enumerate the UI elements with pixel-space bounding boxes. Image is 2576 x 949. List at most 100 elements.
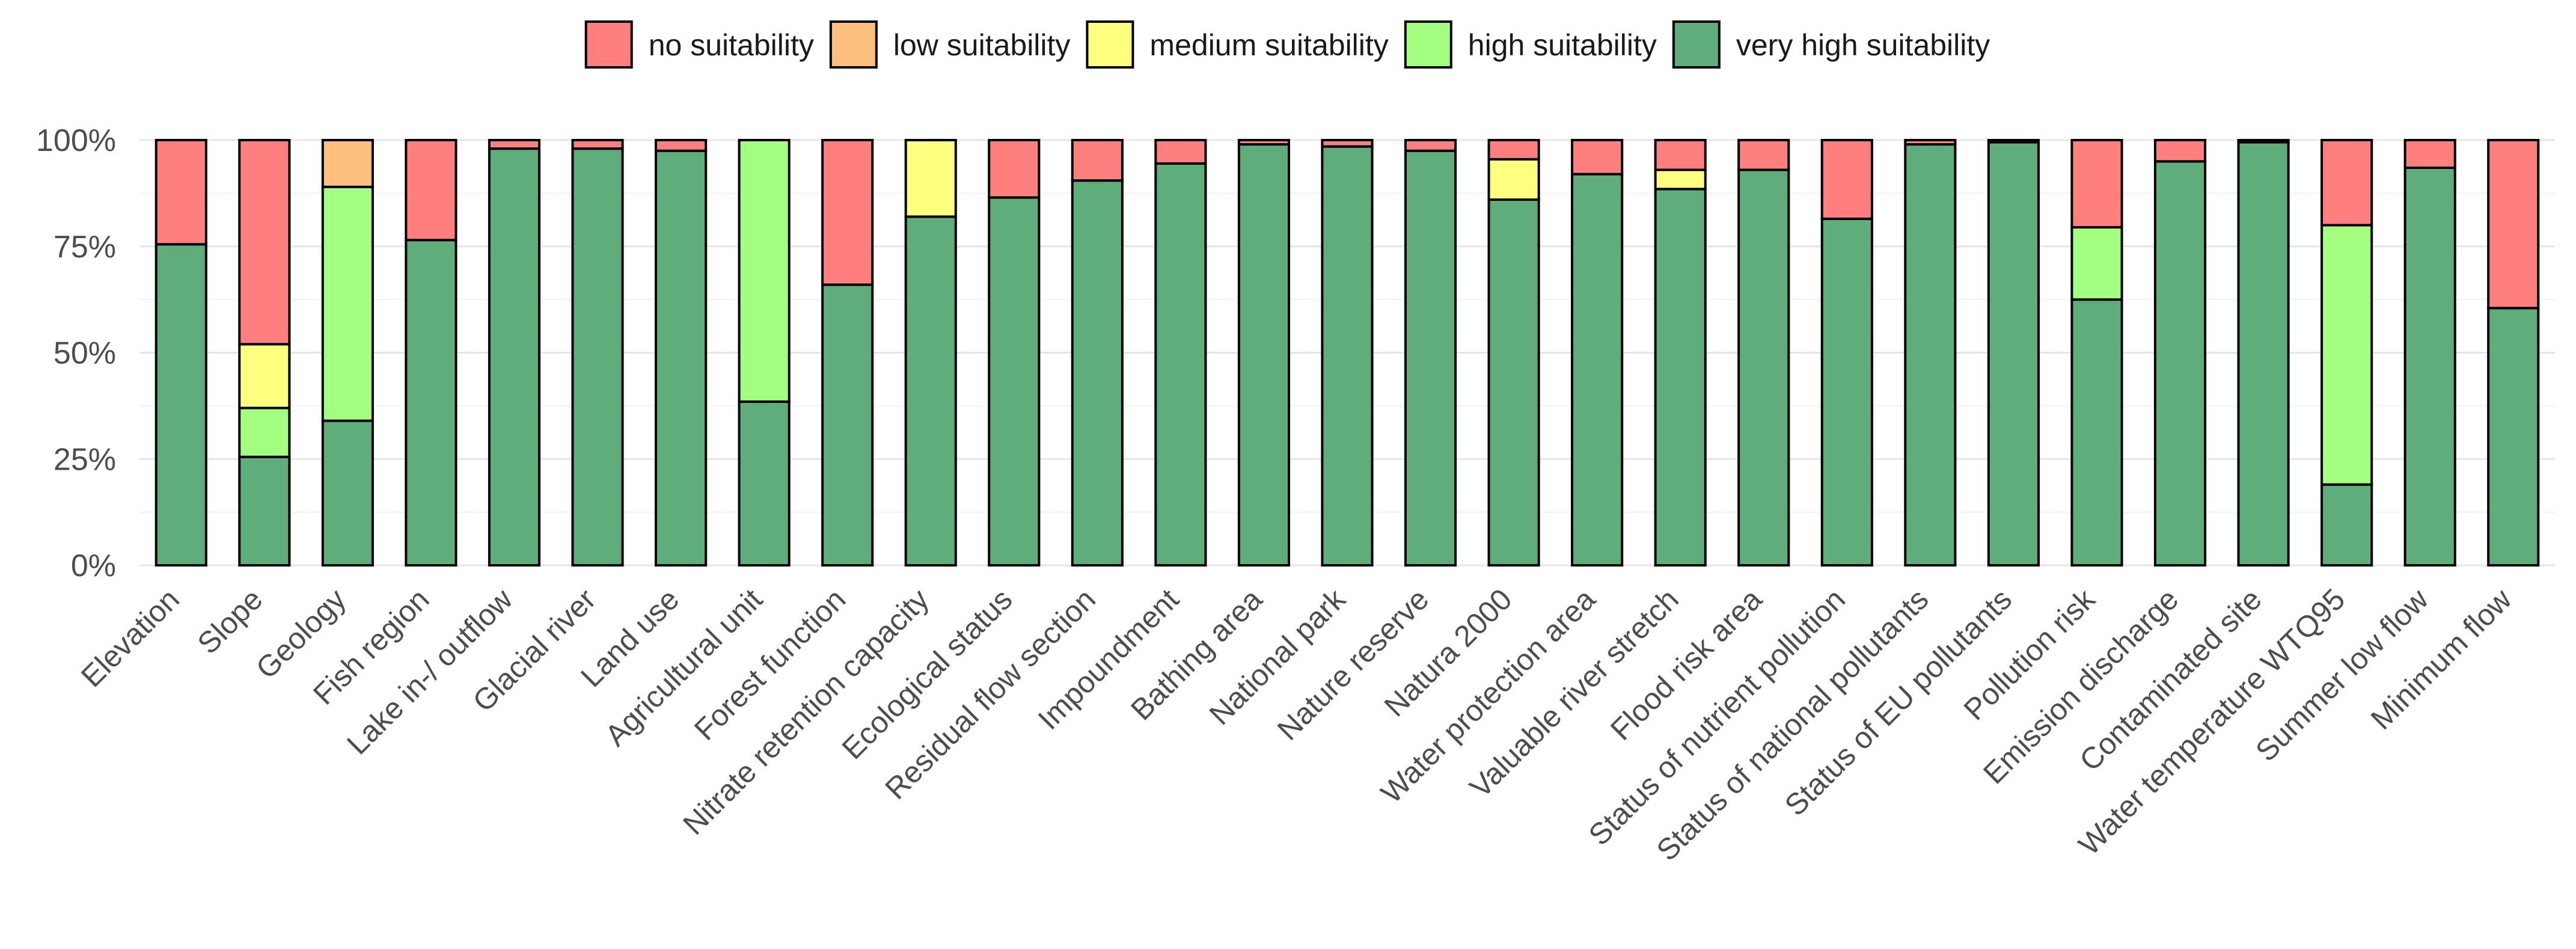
legend: no suitability low suitability medium suit… [584, 20, 1990, 69]
x-tick-label: Slope [191, 582, 269, 660]
bar-fish-region [405, 139, 457, 567]
bar-segment-no-suitability [655, 139, 708, 152]
bar-segment-very-high-suitability [655, 149, 708, 567]
bar-elevation [154, 139, 207, 567]
bar-segment-medium-suitability [904, 139, 957, 218]
bar-segment-no-suitability [2321, 139, 2373, 227]
bar-segment-no-suitability [1071, 139, 1124, 182]
bar-summer-low-flow [2403, 139, 2456, 567]
bar-segment-very-high-suitability [2153, 160, 2207, 567]
y-tick-label: 0% [71, 548, 116, 583]
x-tick-label: Elevation [75, 582, 186, 693]
bar-segment-medium-suitability [238, 343, 291, 410]
bar-segment-very-high-suitability [2487, 307, 2540, 567]
bar-segment-no-suitability [488, 139, 541, 150]
legend-item-medium-suitability: medium suitability [1086, 20, 1389, 69]
bar-segment-very-high-suitability [154, 243, 207, 567]
bar-status-of-national-pollutants [1904, 139, 1957, 567]
bar-segment-very-high-suitability [1737, 168, 1790, 567]
bar-segment-very-high-suitability [238, 455, 291, 567]
y-tick-label: 50% [54, 336, 116, 371]
bar-segment-very-high-suitability [2237, 141, 2290, 567]
bar-segment-no-suitability [2403, 139, 2456, 169]
bar-segment-very-high-suitability [405, 239, 457, 567]
bar-segment-medium-suitability [1487, 158, 1540, 201]
legend-key [584, 20, 633, 69]
bar-segment-very-high-suitability [2070, 298, 2123, 567]
bars [154, 139, 2540, 567]
bar-segment-no-suitability [1820, 139, 1873, 220]
bar-segment-very-high-suitability [988, 196, 1041, 567]
bar-lake-in-outflow [488, 139, 541, 567]
bar-segment-no-suitability [1237, 139, 1291, 146]
bar-segment-no-suitability [1571, 139, 1624, 176]
bar-segment-very-high-suitability [571, 147, 624, 567]
bar-segment-no-suitability [1404, 139, 1457, 152]
bar-segment-no-suitability [2237, 139, 2290, 144]
bar-segment-very-high-suitability [1987, 141, 2040, 567]
legend-key [829, 20, 878, 69]
bar-water-temperature-wtq95 [2321, 139, 2373, 567]
legend-label: low suitability [893, 28, 1071, 62]
bar-segment-high-suitability [2321, 224, 2373, 486]
bar-segment-high-suitability [238, 407, 291, 458]
bar-segment-no-suitability [405, 139, 457, 242]
bar-segment-no-suitability [1487, 139, 1540, 161]
bar-segment-very-high-suitability [2403, 166, 2456, 567]
legend-label: no suitability [649, 28, 814, 62]
bar-slope [238, 139, 291, 567]
bar-segment-high-suitability [2070, 226, 2123, 301]
legend-key [1672, 20, 1721, 69]
bar-segment-no-suitability [2153, 139, 2207, 163]
legend-item-low-suitability: low suitability [829, 20, 1071, 69]
bar-segment-low-suitability [321, 139, 374, 188]
legend-label: very high suitability [1736, 28, 1990, 62]
bar-segment-very-high-suitability [1820, 217, 1873, 567]
y-tick-label: 75% [54, 230, 116, 265]
legend-key [1086, 20, 1134, 69]
bar-segment-no-suitability [571, 139, 624, 150]
legend-item-high-suitability: high suitability [1404, 20, 1657, 69]
x-tick-label: Nature reserve [1271, 582, 1435, 746]
bar-segment-no-suitability [1904, 139, 1957, 146]
bar-segment-very-high-suitability [1571, 173, 1624, 567]
legend-label: medium suitability [1149, 28, 1388, 62]
bar-segment-very-high-suitability [321, 419, 374, 567]
bar-nitrate-retention-capacity [904, 139, 957, 567]
bar-segment-no-suitability [1154, 139, 1207, 165]
legend-item-no-suitability: no suitability [584, 20, 814, 69]
bar-nature-reserve [1404, 139, 1457, 567]
bar-segment-no-suitability [154, 139, 207, 246]
legend-label: high suitability [1468, 28, 1657, 62]
bar-segment-no-suitability [1321, 139, 1374, 148]
bar-minimum-flow [2487, 139, 2540, 567]
bar-residual-flow-section [1071, 139, 1124, 567]
bar-flood-risk-area [1737, 139, 1790, 567]
bar-segment-very-high-suitability [1654, 188, 1707, 567]
y-axis: 0% 25% 50% 75% 100% [36, 123, 116, 583]
bar-segment-no-suitability [1987, 139, 2040, 144]
bar-segment-no-suitability [988, 139, 1041, 199]
bar-segment-very-high-suitability [2321, 483, 2373, 567]
bar-natura-2000 [1487, 139, 1540, 567]
bar-segment-no-suitability [2070, 139, 2123, 229]
x-tick-label: Forest function [688, 582, 852, 746]
bar-bathing-area [1237, 139, 1291, 567]
bar-segment-very-high-suitability [1237, 143, 1291, 567]
bar-segment-very-high-suitability [488, 147, 541, 567]
bar-ecological-status [988, 139, 1041, 567]
bar-segment-very-high-suitability [904, 215, 957, 567]
bar-segment-no-suitability [1737, 139, 1790, 171]
y-tick-label: 25% [54, 442, 116, 477]
bar-segment-medium-suitability [1654, 168, 1707, 191]
bar-glacial-river [571, 139, 624, 567]
bar-agricultural-unit [738, 139, 791, 567]
bar-land-use [655, 139, 708, 567]
bar-national-park [1321, 139, 1374, 567]
bar-segment-high-suitability [321, 185, 374, 422]
legend-item-very-high-suitability: very high suitability [1672, 20, 1990, 69]
bar-segment-no-suitability [1654, 139, 1707, 171]
bar-segment-very-high-suitability [1154, 162, 1207, 567]
